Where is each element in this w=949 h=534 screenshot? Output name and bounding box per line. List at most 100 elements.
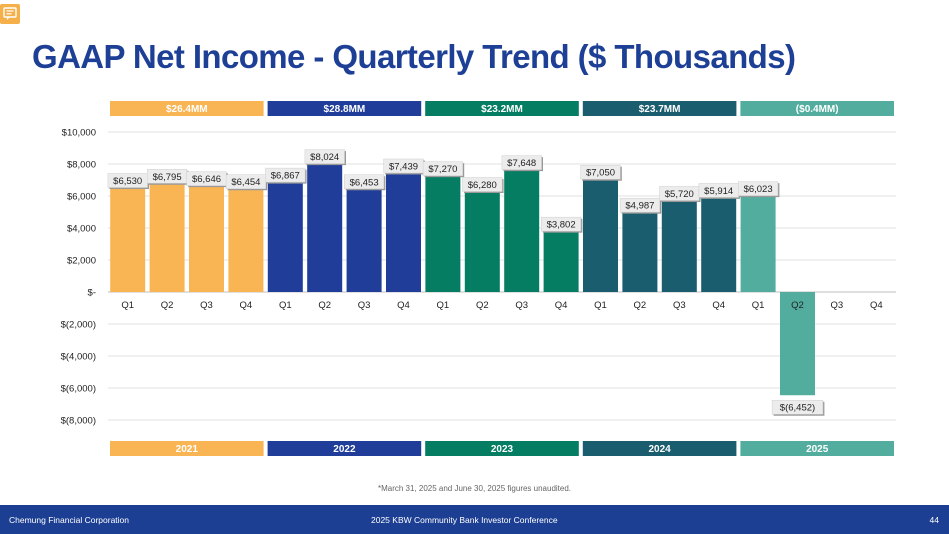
bar (346, 188, 382, 292)
data-label-box (619, 197, 660, 213)
page-title: GAAP Net Income - Quarterly Trend ($ Tho… (32, 38, 796, 75)
x-tick-label: Q4 (555, 300, 568, 311)
data-label: $7,648 (507, 158, 536, 169)
data-label: $5,914 (704, 186, 733, 197)
year-banner (267, 441, 422, 456)
year-total-label: $23.7MM (639, 104, 681, 115)
data-label: $6,867 (271, 171, 300, 182)
data-label: $6,646 (192, 174, 221, 185)
footer-bar: Chemung Financial Corporation 2025 KBW C… (0, 505, 949, 534)
footnote: *March 31, 2025 and June 30, 2025 figure… (377, 484, 572, 493)
y-tick-label: $- (88, 288, 96, 299)
data-label: $6,795 (153, 172, 182, 183)
x-tick-label: Q1 (437, 300, 450, 311)
data-label: $6,453 (350, 177, 379, 188)
x-tick-label: Q3 (515, 300, 528, 311)
data-label-box (580, 164, 621, 180)
x-tick-label: Q2 (161, 300, 174, 311)
bar (189, 185, 224, 292)
year-label: 2022 (333, 444, 356, 455)
data-label-box (771, 399, 824, 415)
x-tick-label: Q1 (121, 300, 134, 311)
data-label-box (265, 167, 306, 183)
bar (149, 183, 185, 292)
year-total-banner (425, 101, 579, 116)
year-total-label: $23.2MM (481, 104, 523, 115)
y-tick-label: $(6,000) (61, 384, 96, 395)
y-tick-label: $4,000 (67, 224, 96, 235)
year-banner (425, 441, 579, 456)
data-label: $(6,452) (780, 403, 815, 414)
year-total-banner (110, 101, 264, 116)
x-tick-label: Q3 (673, 300, 686, 311)
year-total-banner (740, 101, 894, 116)
x-tick-label: Q2 (634, 300, 647, 311)
data-label-box (344, 174, 385, 190)
x-tick-label: Q2 (791, 300, 804, 311)
year-label: 2023 (491, 444, 514, 455)
y-tick-label: $6,000 (67, 192, 96, 203)
x-tick-label: Q3 (200, 300, 213, 311)
comment-icon (0, 4, 20, 24)
year-total-banner (267, 101, 422, 116)
y-tick-label: $10,000 (62, 128, 96, 139)
x-tick-label: Q4 (870, 300, 883, 311)
year-label: 2025 (806, 444, 829, 455)
page-number: 44 (929, 515, 939, 525)
data-label: $3,802 (547, 220, 576, 231)
bar (267, 182, 303, 292)
x-tick-label: Q1 (279, 300, 292, 311)
year-banner (582, 441, 737, 456)
bar (307, 163, 343, 292)
bar (110, 187, 146, 292)
year-total-banner (582, 101, 737, 116)
year-label: 2024 (648, 444, 671, 455)
year-total-label: ($0.4MM) (796, 104, 839, 115)
bar (622, 212, 658, 292)
y-tick-label: $2,000 (67, 256, 96, 267)
x-tick-label: Q4 (712, 300, 725, 311)
x-tick-label: Q1 (752, 300, 765, 311)
bar (228, 188, 264, 292)
year-total-label: $26.4MM (166, 104, 208, 115)
data-label: $4,987 (625, 201, 654, 212)
data-label: $6,023 (744, 184, 773, 195)
data-label: $7,439 (389, 161, 418, 172)
data-label: $6,530 (113, 176, 142, 187)
y-tick-label: $(8,000) (61, 416, 96, 427)
data-label-box (738, 181, 779, 196)
year-banner (740, 441, 894, 456)
y-tick-label: $(2,000) (61, 320, 96, 331)
data-label-box (541, 216, 582, 232)
x-tick-label: Q2 (318, 300, 331, 311)
bar (780, 292, 815, 396)
bar (504, 169, 540, 292)
data-label-box (501, 155, 542, 170)
year-label: 2021 (176, 444, 199, 455)
data-label: $7,050 (586, 168, 615, 179)
bar (740, 195, 776, 292)
footer-company: Chemung Financial Corporation (9, 515, 130, 525)
data-label-box (462, 177, 503, 192)
x-tick-label: Q2 (476, 300, 489, 311)
bar (701, 197, 737, 292)
data-label-box (304, 149, 345, 164)
bar (543, 231, 579, 292)
bar (425, 175, 461, 292)
bar (386, 172, 421, 292)
y-tick-label: $(4,000) (61, 352, 96, 363)
data-label: $6,454 (231, 177, 260, 188)
x-tick-label: Q3 (358, 300, 371, 311)
year-total-label: $28.8MM (324, 104, 366, 115)
x-tick-label: Q3 (831, 300, 844, 311)
year-banner (110, 441, 264, 456)
bar (661, 200, 697, 292)
bar (464, 191, 500, 292)
x-tick-label: Q4 (397, 300, 410, 311)
x-tick-label: Q4 (240, 300, 253, 311)
x-tick-label: Q1 (594, 300, 607, 311)
data-label: $5,720 (665, 189, 694, 200)
data-label: $6,280 (468, 180, 497, 191)
data-label: $8,024 (310, 152, 339, 163)
